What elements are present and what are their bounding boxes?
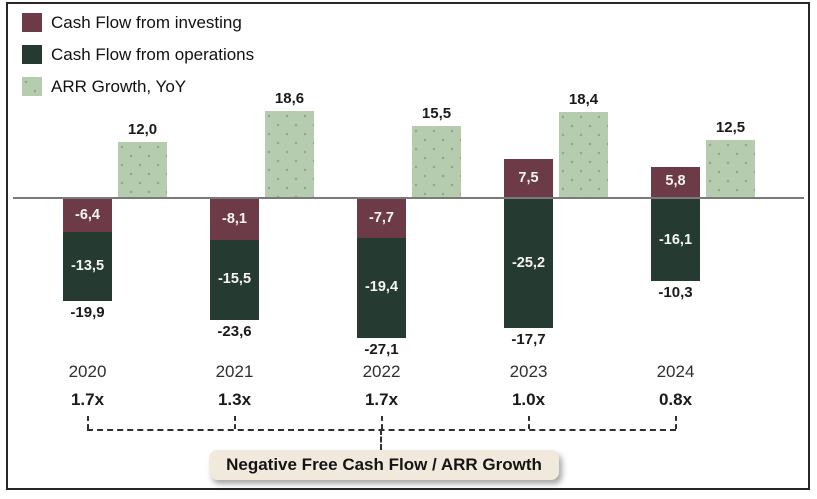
legend-item-2: ARR Growth, YoY [22,76,254,97]
bar-investing-2020 [63,199,112,232]
ratio-label-2024: 0.8x [658,390,693,409]
bar-value-operations-2020: -13,5 [70,257,105,274]
legend-label: ARR Growth, YoY [51,76,187,96]
legend-swatch-icon [22,45,42,64]
bar-value-investing-2022: -7,7 [369,210,394,226]
legend-swatch-icon [22,13,42,32]
bar-operations-2024 [651,199,700,282]
ratio-tick-2022 [380,416,383,429]
bar-value-arr-growth-2023: 18,4 [568,91,599,109]
legend-label: Cash Flow from operations [51,44,255,64]
year-label-2024: 2024 [656,362,695,381]
bar-value-arr-growth-2021: 18,6 [274,90,305,108]
bar-arr-growth-2022 [412,125,461,197]
bar-value-arr-growth-2020: 12,0 [127,120,158,138]
bar-value-investing-2024: 5,8 [665,173,686,190]
x-axis-line [13,197,804,199]
total-label-2020: -19,9 [70,303,105,321]
legend: Cash Flow from investing Cash Flow from o… [22,12,254,108]
bar-value-arr-growth-2022: 15,5 [421,104,452,122]
bar-investing-2022 [357,199,406,239]
bar-value-investing-2021: -8,1 [222,211,247,227]
annotation-connector-line [380,429,382,450]
bar-value-operations-2023: -25,2 [511,255,546,271]
ratio-tick-2023 [527,416,530,429]
bar-operations-2022 [357,238,406,338]
bar-arr-growth-2020 [118,141,167,197]
legend-item-0: Cash Flow from investing [22,12,254,33]
bar-arr-growth-2021 [265,111,314,197]
bar-value-operations-2021: -15,5 [217,271,252,288]
bar-operations-2020 [63,231,112,301]
ratio-label-2020: 1.7x [70,390,105,409]
legend-swatch-icon [22,77,42,96]
bar-investing-2021 [210,199,259,241]
bar-value-arr-growth-2024: 12,5 [715,118,746,136]
bar-arr-growth-2024 [706,139,755,197]
bar-investing-2023 [504,158,553,197]
bar-value-operations-2024: -16,1 [658,232,693,248]
annotation-box: Negative Free Cash Flow / ARR Growth [209,450,559,480]
ratio-tick-2020 [86,416,89,429]
bar-value-investing-2023: 7,5 [518,169,539,186]
ratio-tick-2021 [233,416,236,429]
total-label-2023: -17,7 [511,331,546,349]
bar-arr-growth-2023 [559,112,608,197]
bar-operations-2021 [210,240,259,320]
year-label-2023: 2023 [509,362,548,381]
year-label-2020: 2020 [68,362,107,381]
year-label-2022: 2022 [362,362,401,381]
ratio-label-2022: 1.7x [364,390,399,409]
ratio-tick-2024 [674,416,677,429]
total-label-2021: -23,6 [217,322,252,340]
annotation-text: Negative Free Cash Flow / ARR Growth [226,455,542,474]
bar-investing-2024 [651,167,700,197]
bar-operations-2023 [504,199,553,329]
bar-value-investing-2020: -6,4 [75,207,100,223]
total-label-2022: -27,1 [364,340,399,358]
legend-label: Cash Flow from investing [51,12,242,32]
year-label-2021: 2021 [215,362,254,381]
bar-value-operations-2022: -19,4 [364,279,399,296]
ratio-label-2021: 1.3x [217,390,252,409]
legend-item-1: Cash Flow from operations [22,44,254,65]
total-label-2024: -10,3 [658,284,693,302]
ratio-label-2023: 1.0x [511,390,546,409]
